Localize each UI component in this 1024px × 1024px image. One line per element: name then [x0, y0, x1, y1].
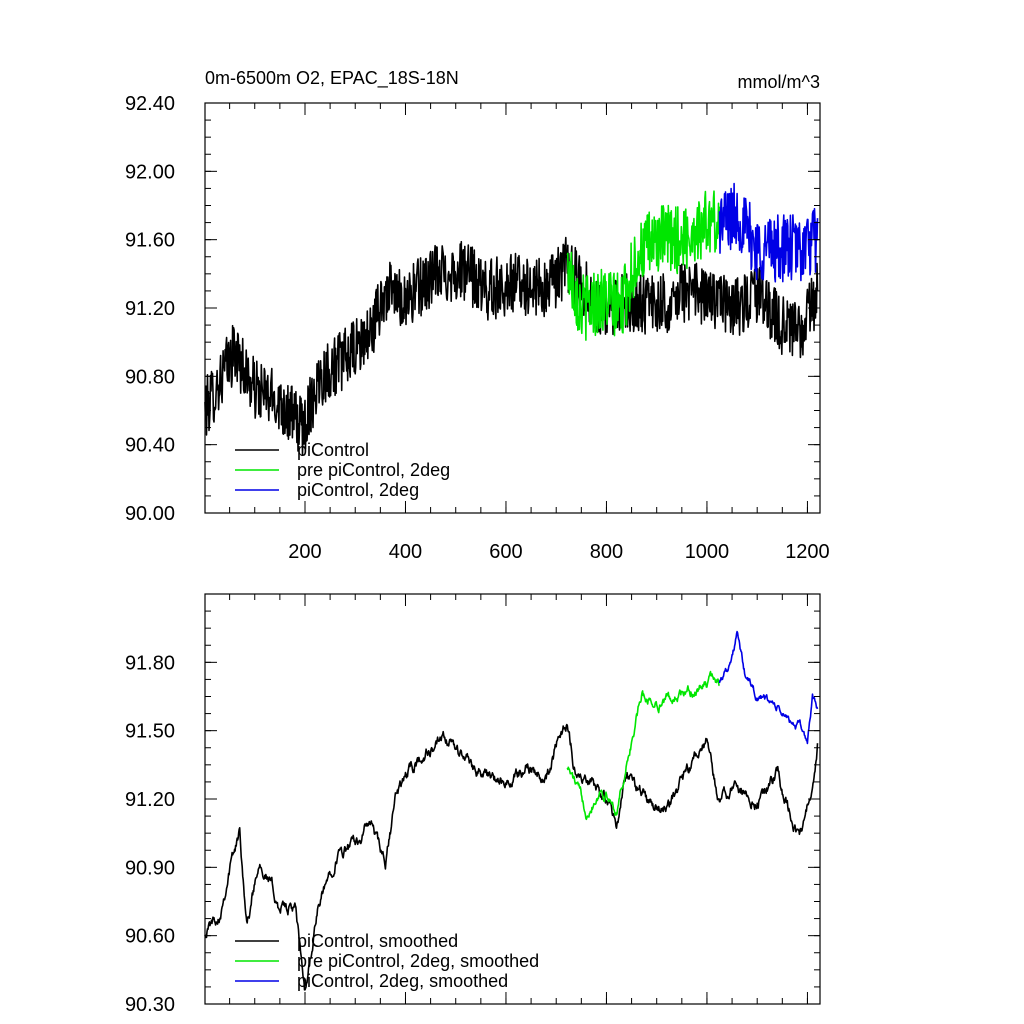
y-tick-label: 91.20	[125, 298, 175, 320]
legend-label: pre piControl, 2deg	[297, 460, 450, 480]
legend-label: piControl, smoothed	[297, 931, 458, 951]
legend-label: piControl	[297, 440, 369, 460]
panel-bottom-frame	[204, 593, 821, 1005]
legend-label: piControl, 2deg, smoothed	[297, 971, 508, 991]
series-line-picontrol	[204, 236, 819, 456]
panel-top-ticks: 90.00 90.40 90.80 91.20 91.60 92.00 92.40 200 40…	[125, 93, 830, 563]
y-tick-label: 91.20	[125, 789, 175, 811]
y-tick-label: 91.60	[125, 230, 175, 252]
series-line-pre-picontrol-2deg	[566, 190, 721, 341]
series-line-pre-picontrol-2deg-smoothed	[566, 670, 720, 821]
y-tick-label: 92.40	[125, 93, 175, 115]
y-tick-label: 90.30	[125, 994, 175, 1016]
panel-top-plot-area	[204, 182, 819, 456]
x-tick-label: 600	[489, 541, 522, 563]
panel-bottom-ticks: 90.30 90.60 90.90 91.20 91.50 91.80	[125, 593, 820, 1016]
x-tick-label: 1200	[785, 541, 830, 563]
series-line-picontrol-smoothed	[204, 723, 819, 991]
x-tick-label: 800	[590, 541, 623, 563]
legend-label: pre piControl, 2deg, smoothed	[297, 951, 539, 971]
panel-bottom: 90.30 90.60 90.90 91.20 91.50 91.80 piControl…	[125, 593, 821, 1016]
y-tick-label: 90.90	[125, 857, 175, 879]
y-tick-label: 90.60	[125, 926, 175, 948]
panel-top-frame	[204, 102, 821, 514]
y-tick-label: 90.00	[125, 503, 175, 525]
panel-top-units: mmol/m^3	[738, 72, 820, 92]
x-tick-label: 400	[389, 541, 422, 563]
x-tick-label: 200	[288, 541, 321, 563]
y-tick-label: 92.00	[125, 161, 175, 183]
panel-top-title-left: 0m-6500m O2, EPAC_18S-18N	[205, 68, 459, 89]
series-line-picontrol-2deg	[718, 182, 819, 283]
y-tick-label: 91.80	[125, 652, 175, 674]
legend-label: piControl, 2deg	[297, 480, 419, 500]
series-line-picontrol-2deg-smoothed	[718, 630, 819, 745]
panel-bottom-plot-area	[204, 630, 819, 991]
y-tick-label: 91.50	[125, 721, 175, 743]
y-tick-label: 90.80	[125, 366, 175, 388]
x-tick-label: 1000	[685, 541, 730, 563]
panel-top: 0m-6500m O2, EPAC_18S-18N mmol/m^3 90.00…	[125, 68, 830, 563]
y-tick-label: 90.40	[125, 435, 175, 457]
